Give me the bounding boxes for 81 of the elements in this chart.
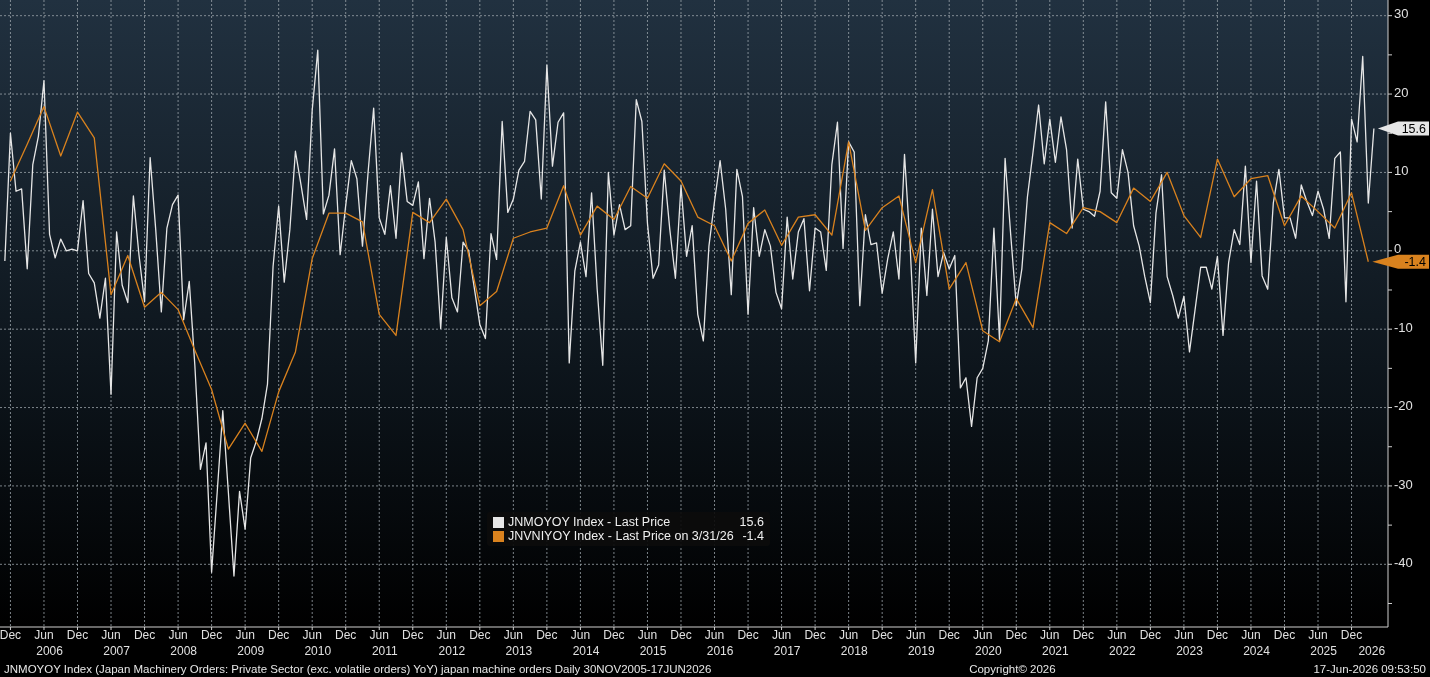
y-tick-label: 0 [1394, 241, 1402, 257]
x-tick-label: Jun [1174, 627, 1194, 642]
x-tick-label: Jun [1107, 627, 1127, 642]
x-tick-label: Dec [1139, 627, 1162, 642]
x2-tick-label: 2010 [304, 644, 332, 658]
x-tick-label: Jun [771, 627, 792, 642]
x-tick-label: Jun [369, 627, 389, 642]
x2-tick-label: 2020 [974, 644, 1002, 658]
x-tick-label: Dec [670, 627, 692, 642]
y-tick-label: -30 [1394, 476, 1413, 492]
x2-tick-label: 2015 [639, 644, 667, 658]
x2-tick-label: 2016 [706, 644, 734, 658]
x-tick-label: Dec [267, 627, 290, 642]
legend-label: JNVNIYOY Index - Last Price on 3/31/26 [508, 529, 735, 543]
x-tick-label: Dec [335, 627, 357, 642]
x2-tick-label: 2019 [907, 644, 935, 658]
x2-tick-label: 2021 [1042, 644, 1070, 658]
x2-tick-label: 2025 [1310, 644, 1338, 658]
text: -1.4 [742, 529, 764, 543]
x-tick-label: Dec [0, 627, 22, 642]
x-tick-label: Dec [1072, 627, 1094, 642]
text: 15.6 [739, 515, 764, 529]
x-tick-label: Jun [1308, 627, 1328, 642]
x-tick-label: Jun [704, 627, 725, 642]
text: Copyright© 2026 [969, 662, 1056, 675]
x-tick-label: Jun [570, 627, 591, 642]
x-tick-label: Dec [871, 627, 893, 642]
x-tick-label: Dec [469, 627, 491, 642]
x2-tick-label: 2024 [1243, 644, 1271, 658]
x-tick-label: Dec [133, 627, 156, 642]
x2-tick-label: 2011 [371, 644, 399, 658]
x2-tick-label: 2026 [1358, 644, 1386, 658]
x-tick-label: Dec [938, 627, 960, 642]
x-tick-label: Dec [66, 627, 89, 642]
y-tick-label: 10 [1394, 163, 1409, 179]
x2-tick-label: 2022 [1109, 644, 1137, 658]
x-tick-label: Jun [302, 627, 322, 642]
x-tick-label: Dec [603, 627, 625, 642]
line-series [4, 49, 1375, 577]
x-tick-label: Jun [1241, 627, 1261, 642]
text: 17-Jun-2026 09:53:50 [1313, 662, 1426, 675]
x-tick-label: Jun [1040, 627, 1060, 642]
x-tick-label: Jun [436, 627, 456, 642]
x2-tick-label: 2012 [438, 644, 466, 658]
y-tick-label: -10 [1394, 319, 1413, 335]
x-tick-label: Dec [1206, 627, 1229, 642]
x-tick-label: Dec [402, 627, 424, 642]
x-tick-label: Jun [168, 627, 188, 642]
x-tick-label: Jun [906, 627, 926, 642]
x-tick-label: Dec [1005, 627, 1027, 642]
x2-tick-label: 2009 [237, 644, 265, 658]
x-tick-label: Dec [536, 627, 558, 642]
x2-tick-label: 2007 [103, 644, 131, 658]
line-series [9, 105, 1369, 453]
text: JNMOYOY Index (Japan Machinery Orders: Private Sector (exc. volatile orders) YoY) japan machine orders Daily 30NOV2005-17JUN2026 [4, 662, 712, 675]
x2-tick-label: 2013 [505, 644, 533, 658]
x-tick-label: Jun [637, 627, 658, 642]
data-label: -1.4 [1404, 255, 1427, 270]
x2-tick-label: 2018 [840, 644, 868, 658]
x2-tick-label: 2014 [572, 644, 600, 658]
y-tick-label: -20 [1394, 398, 1413, 414]
x2-tick-label: 2017 [773, 644, 801, 658]
x-tick-label: Dec [1273, 627, 1296, 642]
y-tick-label: 20 [1394, 84, 1409, 100]
x-tick-label: Dec [804, 627, 826, 642]
x-tick-label: Jun [973, 627, 993, 642]
x-tick-label: Jun [838, 627, 859, 642]
x2-tick-label: 2006 [36, 644, 64, 658]
y-tick-label: -40 [1394, 554, 1413, 570]
y-tick-label: 30 [1394, 6, 1409, 22]
x2-tick-label: 2008 [170, 644, 198, 658]
x-tick-label: Dec [737, 627, 759, 642]
x-tick-label: Dec [200, 627, 223, 642]
x-tick-label: Dec [1340, 627, 1363, 642]
x-tick-label: Jun [235, 627, 255, 642]
x-tick-label: Jun [34, 627, 54, 642]
x2-tick-label: 2023 [1176, 644, 1204, 658]
data-label: 15.6 [1401, 122, 1427, 137]
x-tick-label: Jun [101, 627, 121, 642]
x-tick-label: Jun [503, 627, 524, 642]
legend-label: JNMOYOY Index - Last Price [508, 515, 672, 529]
